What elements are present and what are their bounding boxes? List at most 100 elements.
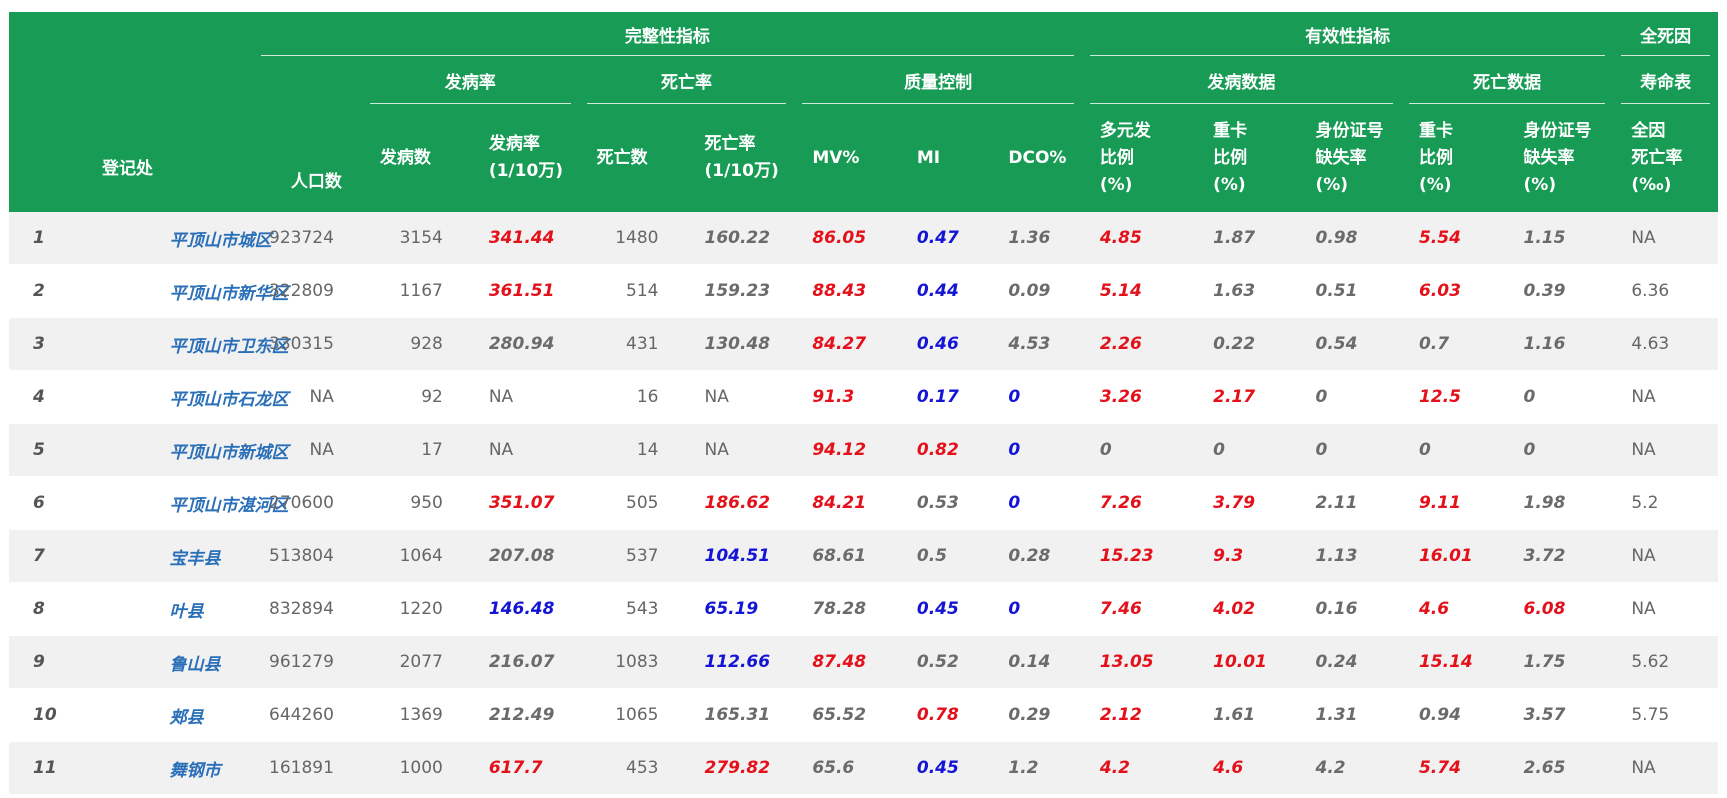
header-id-missing-inc: 身份证号 缺失率 (%) — [1297, 104, 1401, 212]
cell-mi: 0.52 — [898, 635, 991, 689]
cell-id-missing-death: 6.08 — [1505, 582, 1614, 636]
header-completeness: 完整性指标 — [252, 12, 1082, 56]
cell-id-missing-death: 2.65 — [1505, 741, 1614, 795]
cell-mi: 0.5 — [898, 529, 991, 583]
row-index: 6 — [9, 476, 77, 530]
cell-dup-card-ratio-inc: 9.3 — [1195, 529, 1298, 583]
cell-all-cause-mortality: NA — [1613, 370, 1718, 424]
region-link[interactable]: 郏县 — [76, 688, 253, 742]
cell-incidence-rate: 361.51 — [470, 264, 579, 318]
region-link[interactable]: 平顶山市石龙区 — [76, 370, 289, 424]
cell-dco-pct: 4.53 — [990, 317, 1082, 371]
cell-dco-pct: 1.2 — [990, 741, 1082, 795]
cell-dco-pct: 0 — [990, 476, 1082, 530]
header-line: 发病数 — [379, 147, 431, 168]
cell-death-count: 14 — [578, 423, 687, 477]
table-row: 2 平顶山市新华区 322809 1167 361.51 514 159.23 88.43 0.… — [9, 264, 1718, 318]
header-line: (%) — [1099, 174, 1133, 195]
header-line: (%) — [1523, 174, 1557, 195]
cell-incidence-rate: NA — [470, 370, 579, 424]
table-row: 10 郏县 644260 1369 212.49 1065 165.31 65.52 0.78 0… — [9, 688, 1718, 742]
cell-dco-pct: 0 — [990, 370, 1082, 424]
cell-dup-card-ratio-inc: 10.01 — [1195, 635, 1298, 689]
cell-mv-pct: 68.61 — [794, 529, 899, 583]
cell-mortality-rate: NA — [686, 370, 795, 424]
cell-mi: 0.45 — [898, 582, 991, 636]
cell-id-missing-inc: 0.24 — [1297, 635, 1401, 689]
cell-population: 513804 — [252, 529, 362, 583]
cell-death-count: 453 — [578, 741, 687, 795]
cell-multi-primary-ratio: 5.14 — [1081, 264, 1196, 318]
cell-incidence-count: 17 — [361, 423, 471, 477]
cell-mi: 0.44 — [898, 264, 991, 318]
row-index: 5 — [9, 423, 77, 477]
cell-population: 330315 — [252, 317, 362, 371]
cell-incidence-count: 2077 — [361, 635, 471, 689]
cell-dup-card-ratio-death: 6.03 — [1400, 264, 1506, 318]
region-link[interactable]: 平顶山市卫东区 — [76, 317, 289, 371]
cell-multi-primary-ratio: 7.46 — [1081, 582, 1196, 636]
table-row: 5 平顶山市新城区 NA 17 NA 14 NA 94.12 0.82 0 0 0 0 0 0 NA — [9, 423, 1718, 477]
region-link[interactable]: 宝丰县 — [76, 529, 253, 583]
header-population: 人口数 — [252, 56, 362, 212]
cell-mortality-rate: 186.62 — [686, 476, 795, 530]
row-index: 10 — [9, 688, 77, 742]
cell-incidence-count: 1369 — [361, 688, 471, 742]
table-row: 3 平顶山市卫东区 330315 928 280.94 431 130.48 84.27 0.4… — [9, 317, 1718, 371]
header-dup-card-ratio-inc: 重卡 比例 (%) — [1195, 104, 1298, 212]
cell-mortality-rate: 160.22 — [686, 212, 795, 265]
cell-death-count: 505 — [578, 476, 687, 530]
cell-population: NA — [252, 370, 362, 424]
cell-dup-card-ratio-death: 4.6 — [1400, 582, 1506, 636]
cell-multi-primary-ratio: 7.26 — [1081, 476, 1196, 530]
cell-id-missing-inc: 0.16 — [1297, 582, 1401, 636]
table-row: 6 平顶山市湛河区 270600 950 351.07 505 186.62 84.21 0.5… — [9, 476, 1718, 530]
row-index: 3 — [9, 317, 77, 371]
cell-dup-card-ratio-death: 0.94 — [1400, 688, 1506, 742]
cell-incidence-rate: 207.08 — [470, 529, 579, 583]
cell-id-missing-inc: 0 — [1297, 370, 1401, 424]
cell-id-missing-death: 0 — [1505, 370, 1614, 424]
cell-dup-card-ratio-death: 9.11 — [1400, 476, 1506, 530]
cell-id-missing-death: 1.98 — [1505, 476, 1614, 530]
cell-id-missing-inc: 0.51 — [1297, 264, 1401, 318]
cell-dco-pct: 0 — [990, 582, 1082, 636]
header-mv-pct: MV% — [794, 104, 899, 212]
cell-dup-card-ratio-death: 0 — [1400, 423, 1506, 477]
header-incidence-rate: 发病率 (1/10万) — [470, 104, 579, 212]
cell-dup-card-ratio-inc: 4.02 — [1195, 582, 1298, 636]
cell-multi-primary-ratio: 2.26 — [1081, 317, 1196, 371]
header-line: (%) — [1418, 174, 1452, 195]
cell-dup-card-ratio-death: 16.01 — [1400, 529, 1506, 583]
region-link[interactable]: 平顶山市新城区 — [76, 423, 289, 477]
cell-dup-card-ratio-death: 12.5 — [1400, 370, 1506, 424]
region-link[interactable]: 叶县 — [76, 582, 253, 636]
cell-population: NA — [252, 423, 362, 477]
cell-id-missing-death: 0.39 — [1505, 264, 1614, 318]
region-link[interactable]: 鲁山县 — [76, 635, 253, 689]
cell-all-cause-mortality: 5.62 — [1613, 635, 1718, 689]
cell-mv-pct: 65.52 — [794, 688, 899, 742]
cell-incidence-rate: 341.44 — [470, 212, 579, 265]
header-mortality-rate: 死亡率 (1/10万) — [686, 104, 795, 212]
cell-death-count: 1083 — [578, 635, 687, 689]
header-mortality-group: 死亡率 — [578, 56, 795, 104]
region-link[interactable]: 舞钢市 — [76, 741, 253, 795]
header-line: DCO% — [1008, 147, 1067, 168]
header-line: 比例 — [1099, 147, 1134, 168]
header-line: (1/10万) — [704, 161, 779, 181]
header-region: 登记处 — [9, 12, 253, 212]
cell-incidence-rate: 617.7 — [470, 741, 579, 795]
cell-id-missing-inc: 4.2 — [1297, 741, 1401, 795]
cell-multi-primary-ratio: 15.23 — [1081, 529, 1196, 583]
region-link[interactable]: 平顶山市新华区 — [76, 264, 289, 318]
header-line: 身份证号 — [1315, 120, 1384, 141]
table-body: 1 平顶山市城区 923724 3154 341.44 1480 160.22 86.05 0.… — [9, 212, 1718, 795]
cell-incidence-rate: 212.49 — [470, 688, 579, 742]
region-link[interactable]: 平顶山市城区 — [76, 212, 272, 265]
cell-incidence-count: 92 — [361, 370, 471, 424]
cell-multi-primary-ratio: 4.85 — [1081, 212, 1196, 265]
cell-dup-card-ratio-death: 5.74 — [1400, 741, 1506, 795]
cell-id-missing-inc: 0.98 — [1297, 212, 1401, 265]
region-link[interactable]: 平顶山市湛河区 — [76, 476, 289, 530]
